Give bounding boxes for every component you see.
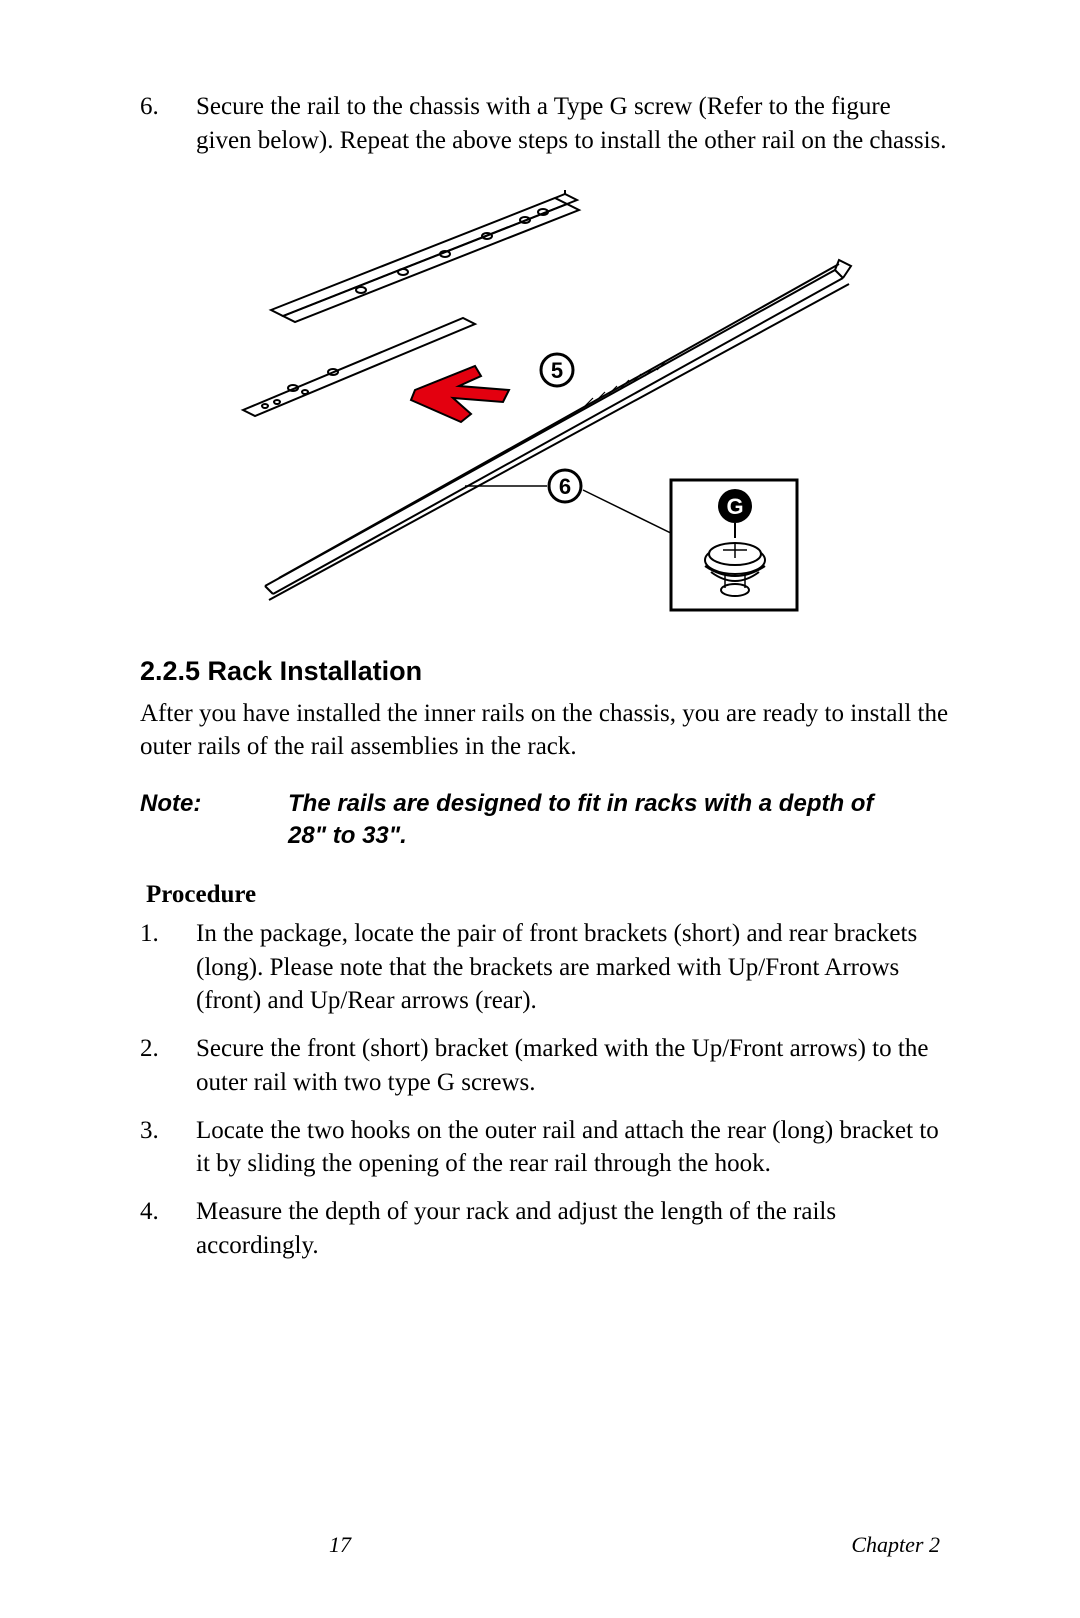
screw-detail: G [671,480,797,610]
callout-6-label: 6 [559,474,571,499]
procedure-step-4: 4. Measure the depth of your rack and ad… [140,1195,950,1263]
procedure-step-1: 1. In the package, locate the pair of fr… [140,917,950,1018]
callout-6: 6 [465,470,685,540]
assembly-arrow-icon [411,366,509,422]
procedure-step-2-number: 2. [140,1032,196,1066]
page-number: 17 [140,1532,540,1558]
procedure-step-2: 2. Secure the front (short) bracket (mar… [140,1032,950,1100]
procedure-heading: Procedure [146,881,950,909]
step-6-text: Secure the rail to the chassis with a Ty… [196,90,950,158]
section-heading: 2.2.5 Rack Installation [140,656,950,687]
section-intro: After you have installed the inner rails… [140,697,950,765]
page-footer: 17 Chapter 2 [140,1532,950,1558]
note-text: The rails are designed to fit in racks w… [288,788,950,853]
rail-diagram-svg: 5 6 G [225,190,865,622]
callout-5: 5 [541,354,573,386]
procedure-step-4-text: Measure the depth of your rack and adjus… [196,1195,950,1263]
note-label: Note: [140,788,288,820]
procedure-step-3: 3. Locate the two hooks on the outer rai… [140,1114,950,1182]
procedure-step-3-number: 3. [140,1114,196,1148]
procedure-step-3-text: Locate the two hooks on the outer rail a… [196,1114,950,1182]
procedure-step-1-number: 1. [140,917,196,951]
callout-5-label: 5 [551,358,563,383]
procedure-step-1-text: In the package, locate the pair of front… [196,917,950,1018]
page: 6. Secure the rail to the chassis with a… [0,0,1080,1618]
rail-figure: 5 6 G [140,190,950,622]
procedure-step-2-text: Secure the front (short) bracket (marked… [196,1032,950,1100]
step-6-number: 6. [140,90,196,124]
note-block: Note: The rails are designed to fit in r… [140,788,950,853]
chapter-label: Chapter 2 [540,1532,950,1558]
step-6-item: 6. Secure the rail to the chassis with a… [140,90,950,158]
procedure-step-4-number: 4. [140,1195,196,1229]
screw-type-label: G [726,494,743,519]
